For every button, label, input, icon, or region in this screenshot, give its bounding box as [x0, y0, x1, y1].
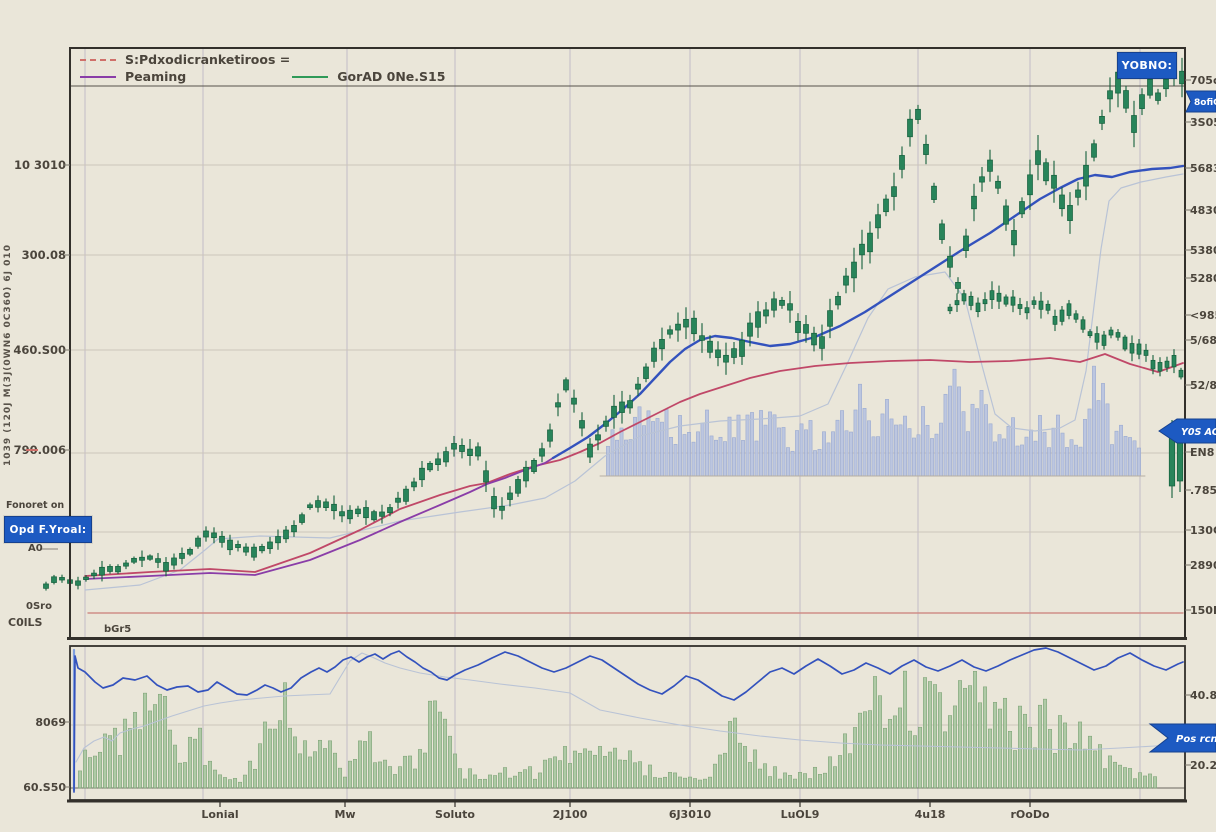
x-axis-label: Mw — [334, 808, 355, 821]
lower-panel-frame — [69, 645, 1186, 801]
y-axis-right-label: EN8 — [1190, 446, 1214, 459]
left-bottom-label: bGr5 — [104, 624, 131, 635]
legend-swatch-red-dashed-icon — [80, 58, 116, 61]
y-axis-right-label: 5/680 — [1190, 334, 1216, 347]
x-axis-label: LuOL9 — [781, 808, 820, 821]
legend-item-purple-ma[interactable]: Peaming — [80, 69, 186, 84]
crimson-ma-line — [84, 353, 1184, 577]
y-axis-left-label: 790.006 — [14, 443, 66, 457]
chart-legend: S:Pdxodicranketiroos = Peaming GorAD 0Ne… — [80, 51, 445, 85]
y-axis-left-label: 460.S00 — [13, 343, 66, 357]
lower-ribbon-tag-badge — [1148, 723, 1216, 753]
x-axis-label: Lonial — [201, 808, 238, 821]
y-axis-right-label: 5280. — [1190, 272, 1216, 285]
legend-label-purple-ma: Peaming — [125, 69, 187, 84]
main-volume-bars — [606, 365, 1141, 477]
lower-volume-bars — [78, 670, 1158, 789]
y-axis-right-label: 2890 — [1190, 559, 1216, 572]
right-edge-tag-badge — [1185, 90, 1216, 113]
left-price-tag-badge: Opd F.Yroal: — [4, 516, 92, 543]
left-bottom-label: 0Sro — [26, 601, 52, 612]
y-axis-left-label: 10 3010 — [14, 158, 66, 172]
legend-swatch-green-icon — [292, 75, 329, 78]
lower-ribbon-tag-label: Pos rcni — [1176, 734, 1216, 745]
lower-blue-line — [73, 647, 1184, 793]
light-ma-line — [84, 173, 1184, 591]
y-axis-right-label: 5683 — [1190, 162, 1216, 175]
main-panel-frame — [69, 47, 1186, 639]
purple-ma-line — [84, 457, 554, 580]
legend-label-green-series: GorAD 0Ne.S15 — [337, 69, 446, 84]
legend-swatch-purple-icon — [80, 75, 116, 78]
left-vertical-axis-title: 1039 (120J M(3J(0WN6 0C360) 6J 010 — [3, 244, 13, 466]
y-axis-right-label: 5380 — [1190, 244, 1216, 257]
y-axis-right-label: .785: — [1190, 484, 1216, 497]
left-sub-label: A0 — [28, 543, 43, 554]
secondary-candlestick-series — [947, 281, 1184, 380]
lower-light-line — [75, 652, 1184, 763]
left-caption: Fonoret on — [6, 500, 65, 511]
lower-left-label: 60.S50 — [23, 781, 66, 794]
right-edge-tag-label: 8ofiG6 — [1194, 98, 1216, 108]
legend-item-green-series[interactable]: GorAD 0Ne.S15 — [292, 69, 445, 84]
x-axis-label: 4u18 — [915, 808, 946, 821]
x-axis-label: 2J100 — [553, 808, 588, 821]
legend-item-indicator[interactable]: S:Pdxodicranketiroos = — [80, 52, 290, 67]
right-arrow-tag-badge — [1158, 418, 1216, 444]
x-axis-label: rOoDo — [1010, 808, 1049, 821]
lower-right-label: 40.850 — [1190, 689, 1216, 702]
y-axis-right-label: 130G — [1190, 524, 1216, 537]
left-bottom-label: C0lLS — [8, 616, 43, 629]
lower-left-label: 8069 — [35, 716, 66, 729]
y-axis-right-label: <985 — [1190, 309, 1216, 322]
legend-label-indicator: S:Pdxodicranketiroos = — [125, 52, 291, 67]
blue-ma-line — [551, 164, 1185, 460]
y-axis-right-label: 705o — [1190, 74, 1216, 87]
right-arrow-tag-label: Y0S ACN — [1181, 427, 1216, 438]
y-axis-right-label: 150N — [1190, 604, 1216, 617]
y-axis-left-label: 300.08 — [22, 248, 66, 262]
y-axis-right-label: 52/83 — [1190, 379, 1216, 392]
y-axis-right-label: 4830S — [1190, 204, 1216, 217]
x-axis-label: Soluto — [435, 808, 475, 821]
x-axis-label: 6J3010 — [669, 808, 712, 821]
main-candlestick-series — [43, 54, 1185, 591]
top-right-tag-badge: YOBNO: — [1117, 52, 1177, 79]
lower-right-label: 20.2 — [1190, 759, 1216, 772]
